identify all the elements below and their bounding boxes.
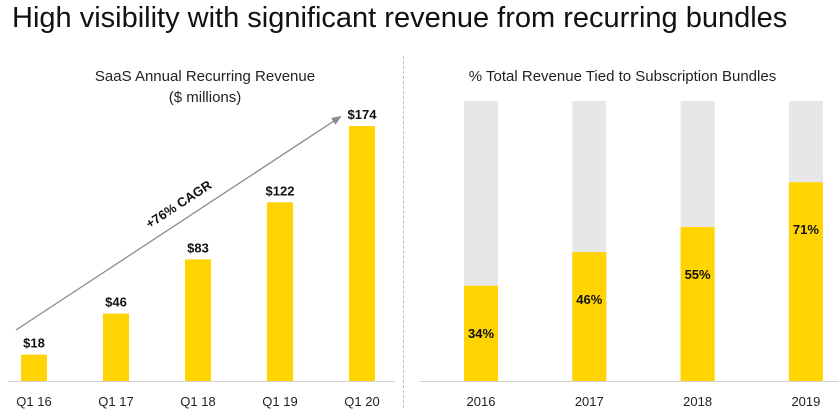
subscription-tick-label: 2018 bbox=[683, 394, 712, 409]
subscription-value-label: 55% bbox=[685, 267, 711, 282]
arr-value-label: $18 bbox=[23, 336, 45, 351]
arr-tick-label: Q1 19 bbox=[262, 394, 297, 409]
arr-chart-title-block: SaaS Annual Recurring Revenue ($ million… bbox=[40, 66, 370, 108]
arr-bar bbox=[21, 354, 47, 381]
arr-tick-label: Q1 16 bbox=[16, 394, 51, 409]
arr-chart-subtitle: ($ millions) bbox=[168, 89, 242, 106]
arr-chart-title: SaaS Annual Recurring Revenue bbox=[94, 68, 316, 85]
arr-tick-label: Q1 18 bbox=[180, 394, 215, 409]
subscription-bar bbox=[680, 227, 715, 381]
arr-bar bbox=[267, 202, 293, 381]
subscription-chart-title: % Total Revenue Tied to Subscription Bun… bbox=[468, 68, 777, 85]
slide-title: High visibility with significant revenue… bbox=[12, 2, 788, 34]
arr-tick-label: Q1 17 bbox=[98, 394, 133, 409]
subscription-bar bbox=[572, 252, 607, 381]
subscription-bar bbox=[464, 285, 498, 381]
subscription-bar bbox=[788, 182, 823, 381]
arr-bar bbox=[349, 126, 375, 382]
subscription-value-label: 34% bbox=[468, 326, 494, 341]
chart-divider bbox=[403, 56, 404, 408]
arr-bar bbox=[185, 259, 211, 381]
subscription-value-label: 46% bbox=[576, 292, 602, 307]
arr-bar-chart: $18 Q1 16 $46 Q1 17 $83 Q1 18 $122 Q1 19 $174 Q1 … bbox=[8, 107, 395, 409]
arr-value-label: $174 bbox=[348, 107, 378, 122]
arr-value-label: $83 bbox=[187, 240, 209, 255]
subscription-tick-label: 2017 bbox=[575, 394, 604, 409]
arr-bar bbox=[103, 313, 129, 381]
arr-value-label: $122 bbox=[266, 183, 295, 198]
arr-value-label: $46 bbox=[105, 295, 127, 310]
subscription-value-label: 71% bbox=[793, 222, 819, 237]
subscription-tick-label: 2019 bbox=[791, 394, 820, 409]
cagr-arrow bbox=[15, 115, 342, 331]
subscription-bar-chart: 34% 2016 46% 2017 55% 2018 71% 2019 bbox=[420, 101, 839, 409]
arr-tick-label: Q1 20 bbox=[344, 394, 379, 409]
subscription-tick-label: 2016 bbox=[467, 394, 496, 409]
